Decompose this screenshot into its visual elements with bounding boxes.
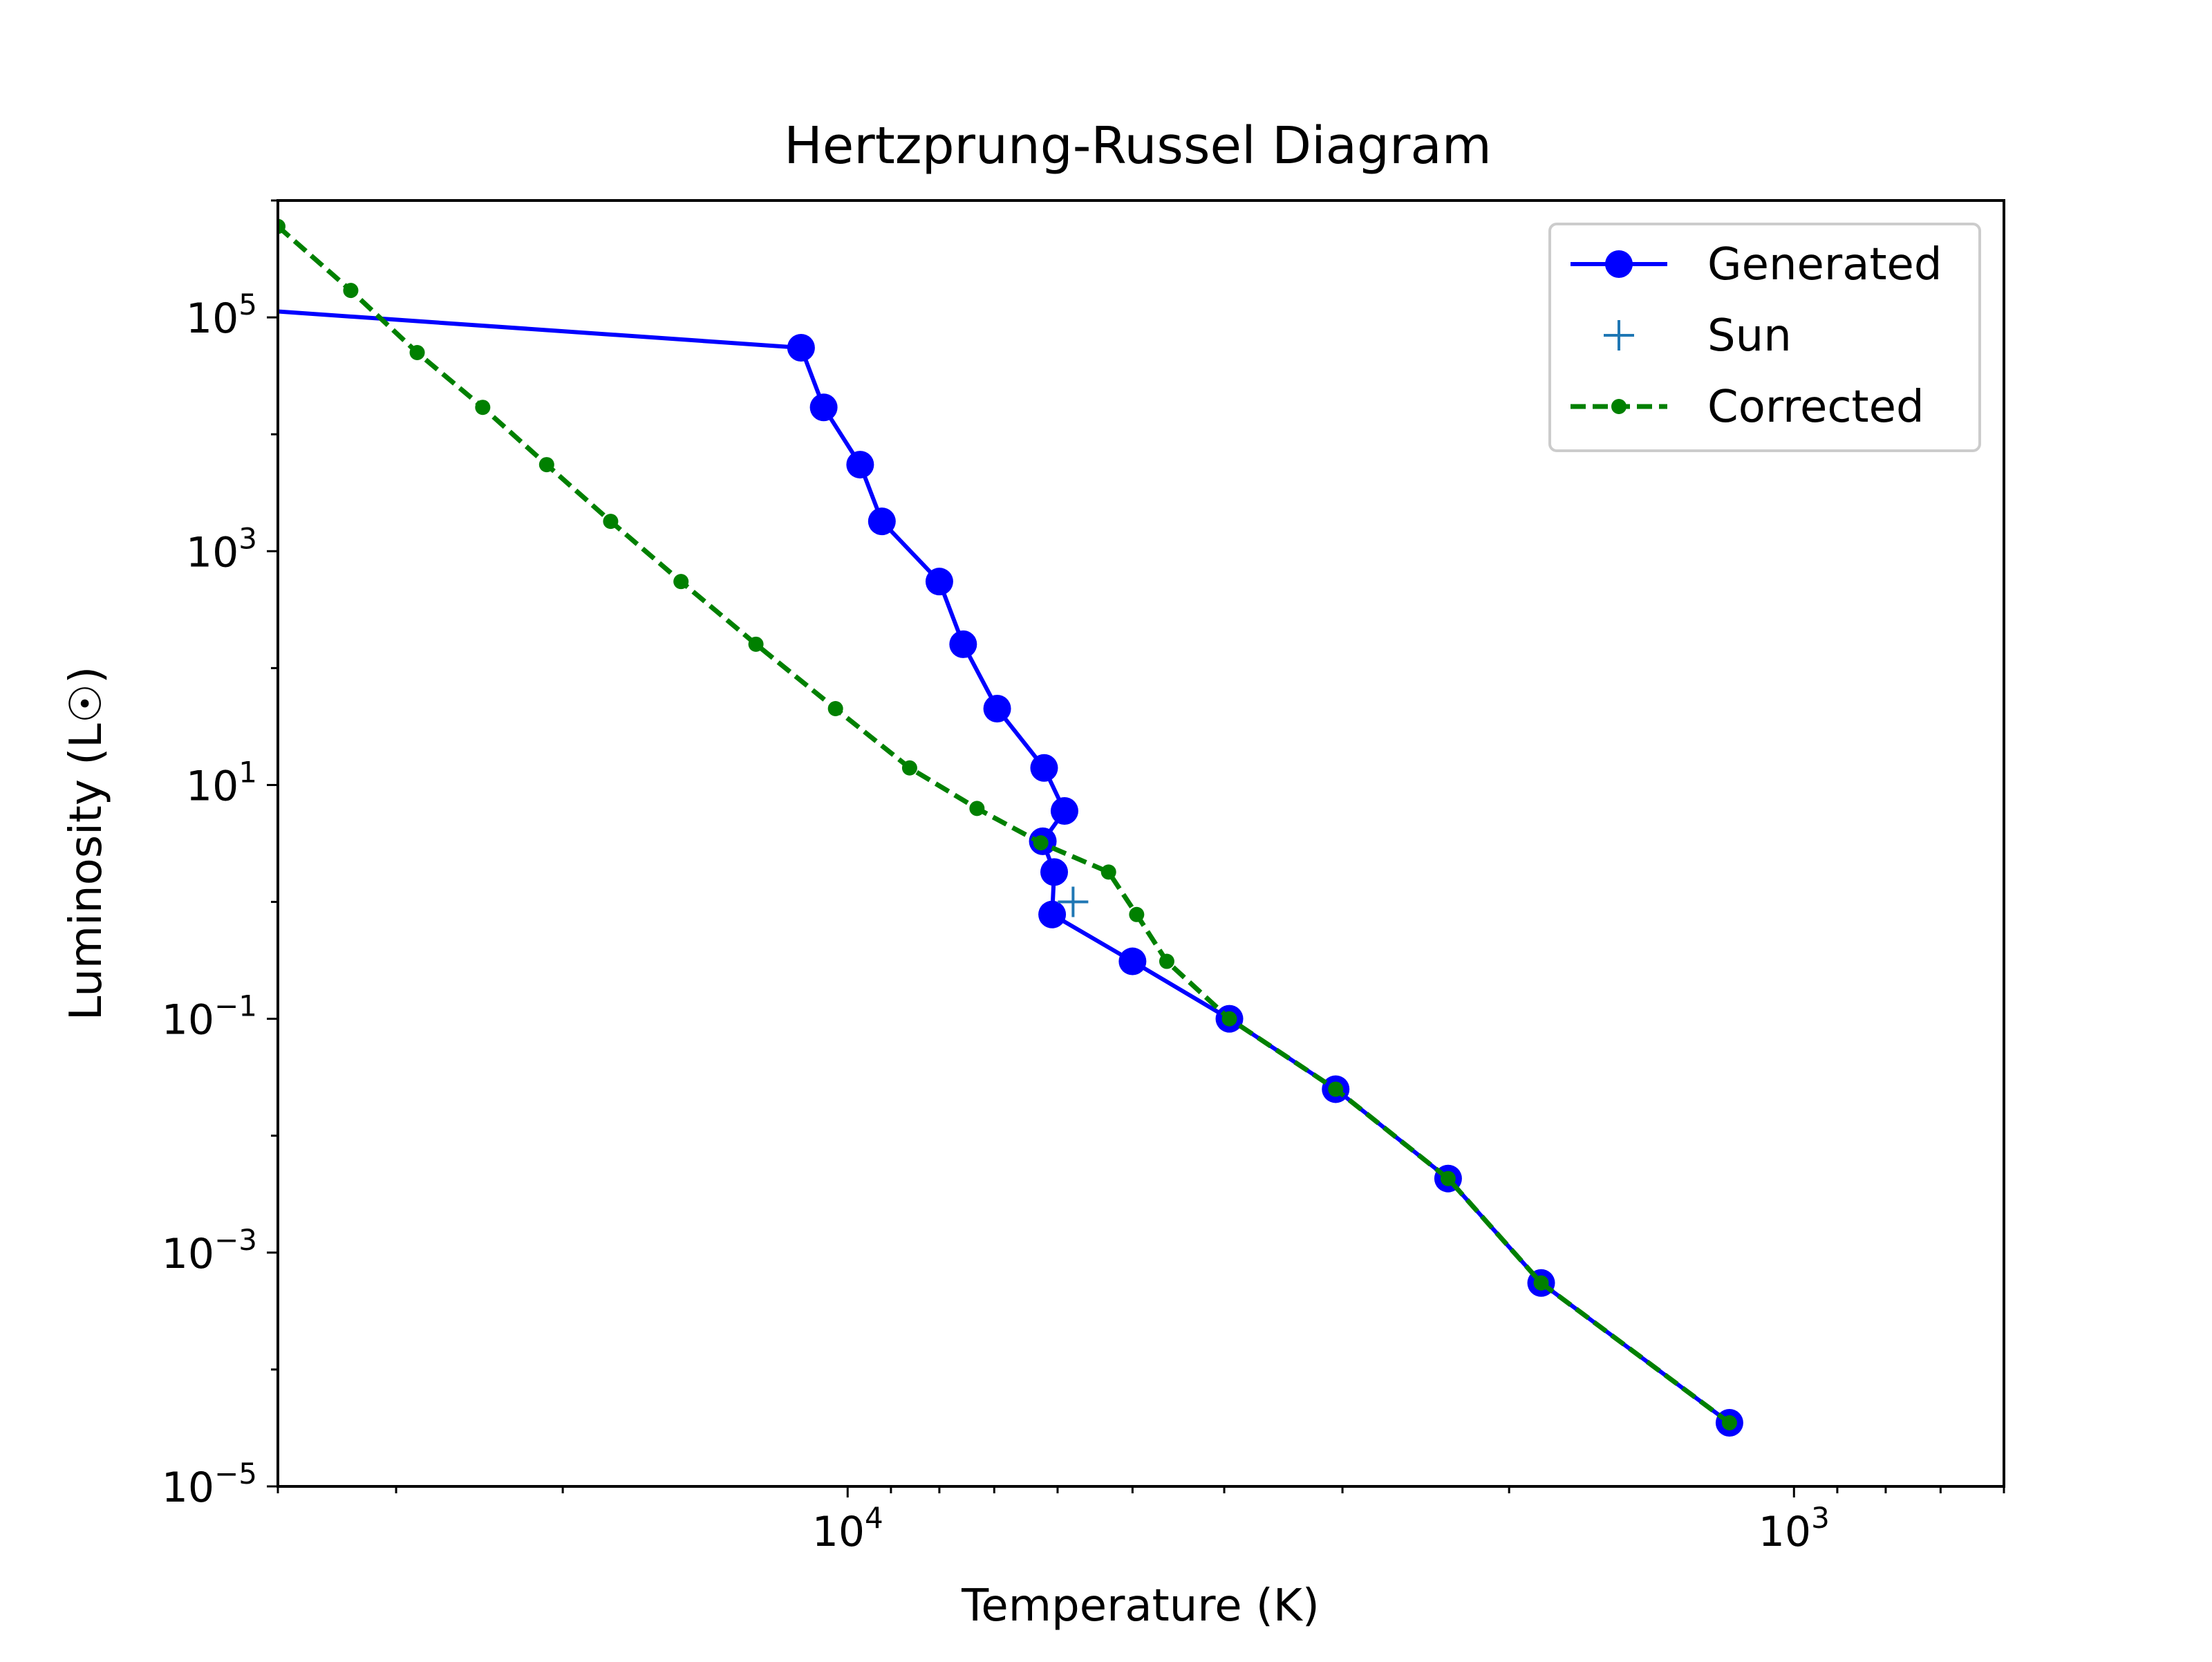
corrected-series-line bbox=[278, 224, 1732, 1425]
corrected-point bbox=[603, 514, 619, 530]
y-tick-label: 10−5 bbox=[162, 1457, 257, 1512]
corrected-point bbox=[1440, 1170, 1456, 1186]
legend-box bbox=[1548, 223, 1981, 452]
generated-point bbox=[809, 393, 838, 422]
legend-generated-marker bbox=[1605, 250, 1633, 278]
generated-point bbox=[1050, 796, 1078, 825]
corrected-point bbox=[475, 400, 491, 416]
y-tick-label: 10−1 bbox=[162, 989, 257, 1045]
generated-point bbox=[846, 451, 874, 479]
corrected-point bbox=[748, 636, 764, 652]
corrected-point bbox=[1159, 953, 1174, 969]
y-tick-label: 105 bbox=[186, 288, 257, 343]
corrected-point bbox=[1221, 1011, 1237, 1027]
sun-point bbox=[1058, 886, 1089, 917]
generated-point bbox=[983, 695, 1011, 723]
x-tick-label: 104 bbox=[812, 1501, 883, 1556]
generated-point bbox=[1030, 754, 1058, 782]
corrected-point bbox=[343, 283, 359, 299]
generated-point bbox=[1118, 947, 1147, 975]
y-axis-label: Luminosity (L☉) bbox=[61, 666, 112, 1020]
corrected-point bbox=[1721, 1415, 1737, 1431]
corrected-point bbox=[1033, 835, 1049, 851]
legend-corrected-label: Corrected bbox=[1707, 382, 1924, 433]
corrected-point bbox=[409, 344, 425, 360]
legend-corrected-marker bbox=[1611, 399, 1627, 414]
generated-point bbox=[787, 333, 815, 362]
legend: Generated Sun Corrected bbox=[1548, 223, 1981, 452]
generated-point bbox=[1040, 858, 1069, 886]
generated-point bbox=[925, 568, 953, 596]
corrected-point bbox=[901, 760, 917, 776]
generated-point bbox=[868, 507, 896, 536]
plot-frame bbox=[276, 199, 2005, 1488]
corrected-point bbox=[969, 801, 985, 816]
generated-point bbox=[949, 630, 977, 658]
corrected-point bbox=[278, 218, 285, 234]
corrected-point bbox=[1129, 906, 1145, 922]
y-tick-label: 103 bbox=[186, 521, 257, 577]
chart-title: Hertzprung-Russel Diagram bbox=[784, 116, 1492, 176]
generated-point bbox=[1038, 900, 1067, 928]
corrected-point bbox=[538, 457, 554, 473]
corrected-point bbox=[827, 701, 843, 717]
y-tick-label: 101 bbox=[186, 755, 257, 810]
legend-sun-marker bbox=[1604, 320, 1634, 351]
y-tick-label: 10−3 bbox=[162, 1223, 257, 1278]
x-axis: 104 103 bbox=[276, 1486, 2005, 1556]
x-tick-label: 103 bbox=[1759, 1501, 1830, 1556]
corrected-point bbox=[673, 574, 689, 590]
series-layer bbox=[278, 218, 1743, 1437]
x-axis-label: Temperature (K) bbox=[961, 1580, 1320, 1632]
legend-sun-label: Sun bbox=[1707, 310, 1792, 362]
corrected-point bbox=[1533, 1275, 1549, 1291]
y-axis: 105 103 101 10−1 10−3 10−5 bbox=[162, 199, 278, 1512]
corrected-point bbox=[1328, 1081, 1344, 1097]
corrected-point bbox=[1100, 864, 1116, 880]
legend-generated-label: Generated bbox=[1707, 239, 1942, 290]
